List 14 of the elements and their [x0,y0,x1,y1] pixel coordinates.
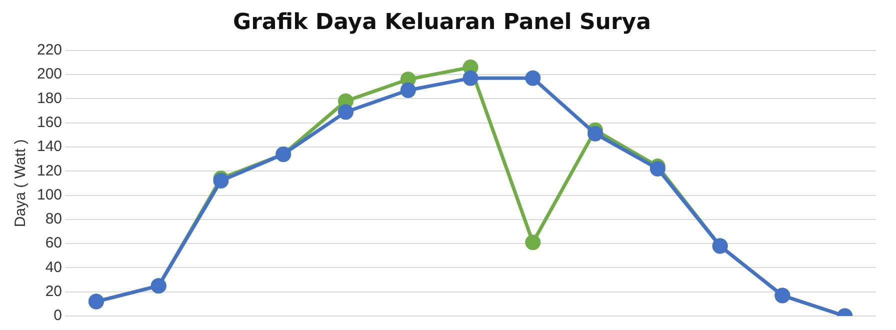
y-tick-label: 200 [36,66,62,83]
y-tick-label: 20 [45,282,62,300]
y-tick-label: 180 [36,90,62,107]
y-tick-label: 0 [54,307,62,324]
y-axis-title: Daya ( Watt ) [12,139,30,228]
y-tick-label: 100 [36,186,62,204]
y-tick-label: 80 [45,210,62,228]
y-tick-label: 40 [45,258,62,276]
y-tick-label: 220 [36,42,62,59]
y-tick-label: 140 [36,138,62,156]
y-tick-label: 60 [45,234,62,252]
y-tick-label: 160 [36,114,62,131]
y-tick-label: 120 [36,162,62,180]
chart-title: Grafik Daya Keluaran Panel Surya [233,10,651,35]
